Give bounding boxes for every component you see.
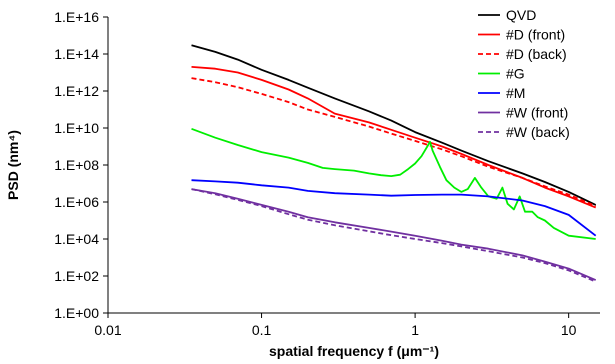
- y-tick-label: 1.E+14: [54, 46, 99, 62]
- x-ticks: 0.01 0.1 1 10: [94, 313, 577, 338]
- y-tick-label: 1.E+16: [54, 9, 99, 25]
- series-line-d-back: [191, 77, 597, 207]
- plot-lines: [191, 44, 597, 283]
- legend-label: #D (back): [506, 46, 567, 62]
- x-tick-label: 0.01: [94, 322, 121, 338]
- series-line-qvd: [191, 44, 597, 206]
- y-tick-label: 1.E+12: [54, 83, 99, 99]
- y-tick-label: 1.E+08: [54, 157, 99, 173]
- series-line-w-back: [191, 188, 597, 283]
- y-tick-label: 1.E+02: [54, 268, 99, 284]
- legend-label: #W (back): [506, 124, 570, 140]
- legend: QVD #D (front) #D (back) #G #M #W (front) #W (…: [478, 7, 570, 140]
- legend-label: #W (front): [506, 105, 568, 121]
- x-tick-label: 10: [561, 322, 577, 338]
- x-axis-title: spatial frequency f (μm⁻¹): [269, 343, 439, 359]
- y-ticks: 1.E+00 1.E+02 1.E+04 1.E+06 1.E+08 1.E+10 1.E+…: [54, 9, 108, 321]
- axes: 0.01 0.1 1 10 1.E+001.E+021.E+041.E+061.E+0…: [54, 9, 600, 338]
- y-tick-label: 1.E+10: [54, 120, 99, 136]
- y-tick-label: 1.E+00: [54, 305, 99, 321]
- x-tick-label: 0.1: [252, 322, 272, 338]
- legend-label: #G: [506, 66, 525, 82]
- series-line-g: [191, 127, 596, 240]
- y-tick-label: 1.E+06: [54, 194, 99, 210]
- series-line-w-front: [191, 188, 597, 281]
- y-tick-label: 1.E+04: [54, 231, 99, 247]
- x-tick-label: 1: [411, 322, 419, 338]
- y-axis-title: PSD (nm⁴): [5, 130, 21, 200]
- legend-label: #M: [506, 85, 525, 101]
- legend-label: #D (front): [506, 27, 565, 43]
- legend-label: QVD: [506, 7, 536, 23]
- series-line-m: [191, 179, 597, 237]
